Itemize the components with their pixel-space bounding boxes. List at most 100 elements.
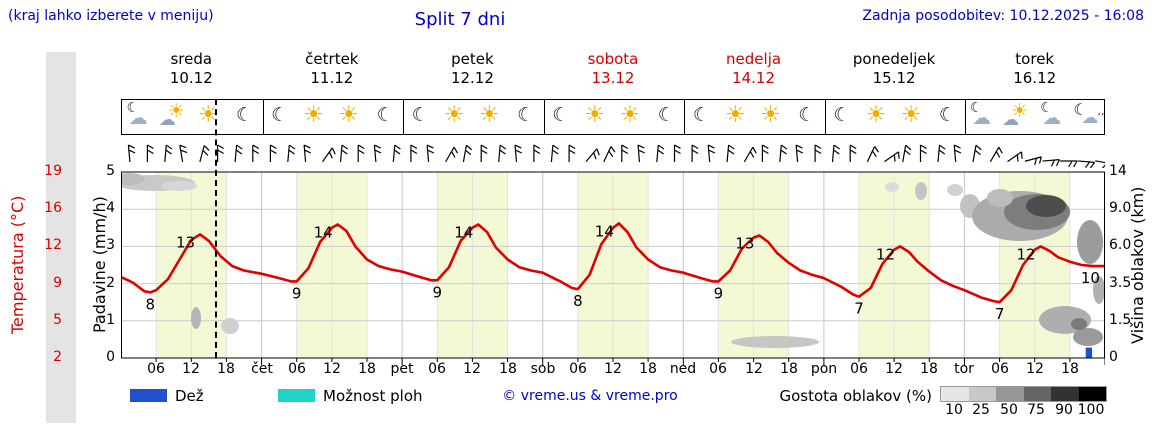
- wind-barb: [127, 144, 136, 163]
- wind-barb: [795, 144, 804, 163]
- sun-icon: ☀: [725, 102, 746, 128]
- wind-barb: [849, 144, 857, 162]
- precip-tick-label: 1: [106, 311, 115, 328]
- wind-barb: [1077, 160, 1096, 168]
- time-tick-label: 06: [147, 361, 165, 377]
- wind-barb: [585, 148, 600, 163]
- wind-barb: [373, 144, 382, 163]
- day-divider: [543, 100, 545, 134]
- wind-barb: [568, 144, 576, 162]
- sun-icon: ☀: [479, 102, 500, 128]
- wind-barb: [814, 144, 822, 162]
- day-date: 10.12: [169, 69, 213, 87]
- day-abbrev-label: pon: [810, 361, 838, 377]
- wind-barb: [656, 144, 665, 163]
- density-tick-label: 100: [1077, 402, 1105, 418]
- day-abbrev-label: tor: [954, 361, 974, 377]
- time-tick-label: 06: [569, 361, 587, 377]
- suncloud-icon: ☀ ☁: [1002, 100, 1029, 130]
- moon-icon: ☾: [552, 104, 570, 126]
- wind-barb: [1007, 151, 1023, 163]
- cloudmoon-icon: ☾ ☁: [1040, 100, 1062, 129]
- day-abbrev-label: sob: [530, 361, 556, 377]
- time-tick-label: 18: [358, 361, 376, 377]
- wind-barbs-row: [127, 144, 1105, 168]
- wind-barb: [339, 144, 349, 163]
- wind-barb: [392, 144, 401, 163]
- wind-barb: [533, 144, 541, 162]
- day-date: 13.12: [591, 69, 635, 87]
- wind-barb: [673, 144, 681, 162]
- sun-icon: ☀: [338, 102, 360, 128]
- day-date: 15.12: [872, 69, 916, 87]
- wind-barb: [146, 144, 154, 162]
- shower-legend-label: Možnost ploh: [323, 387, 423, 405]
- copyright-links[interactable]: © vreme.us & vreme.pro: [502, 388, 678, 404]
- moon-icon: ☾: [411, 104, 429, 126]
- time-tick-label: 12: [323, 361, 341, 377]
- moon-icon: ☾: [657, 104, 675, 126]
- time-tick-label: 06: [428, 361, 446, 377]
- day-name: petek: [451, 50, 494, 68]
- current-time-line: [215, 99, 217, 358]
- wind-barb: [779, 144, 788, 163]
- moon-icon: ☾: [517, 104, 535, 126]
- wind-barb: [550, 144, 559, 163]
- day-date: 16.12: [1013, 69, 1057, 87]
- wind-barb: [216, 144, 224, 162]
- wind-barb: [234, 144, 243, 163]
- cloud-blob: [885, 182, 899, 192]
- temp-value-label: 8: [573, 292, 583, 310]
- cloud-density-label: Gostota oblakov (%): [779, 387, 932, 405]
- cloud-blob: [731, 336, 819, 348]
- meteogram-plot: 8 13 9 14 9 14 8 14 9 13 7 12 7 12 10: [121, 171, 1105, 359]
- day-divider: [824, 100, 826, 134]
- time-tick-label: 18: [217, 361, 235, 377]
- precip-tick-label: 4: [106, 200, 115, 217]
- sun-icon: ☀: [303, 102, 324, 128]
- wind-barb: [637, 144, 645, 163]
- cloud-axis-title: Višina oblakov (km): [1128, 186, 1147, 344]
- moon-icon: ☾: [376, 104, 394, 126]
- density-step: [941, 387, 969, 401]
- time-tick-label: 12: [745, 361, 763, 377]
- wind-barb: [1024, 156, 1042, 166]
- temp-value-label: 8: [146, 295, 156, 313]
- temp-tick-label: 16: [44, 200, 62, 217]
- wind-barb: [462, 144, 473, 163]
- density-tick-label: 10: [945, 402, 963, 418]
- cloud-blob: [987, 189, 1013, 207]
- day-name: torek: [1015, 50, 1055, 68]
- page-title: Split 7 dni: [414, 9, 506, 30]
- sun-icon: ☀: [584, 102, 606, 128]
- temp-value-label: 9: [714, 284, 724, 302]
- density-step: [1051, 387, 1079, 401]
- time-tick-label: 12: [182, 361, 200, 377]
- wind-barb: [743, 146, 757, 163]
- time-tick-label: 18: [639, 361, 657, 377]
- time-axis-ticks: [155, 358, 1105, 365]
- day-abbrev-label: pet: [390, 361, 414, 377]
- cloud-height-tick-label: 3.5: [1109, 274, 1132, 291]
- temp-tick-label: 2: [53, 349, 62, 365]
- wind-barb: [972, 144, 982, 163]
- wind-barb: [303, 144, 312, 163]
- mooncloud-icon: ☾ ☁’’: [1073, 100, 1105, 128]
- precip-axis-title: Padavine (mm/h): [90, 196, 109, 334]
- wind-barb: [603, 146, 616, 163]
- wind-barb: [164, 144, 173, 163]
- time-tick-label: 12: [463, 361, 481, 377]
- cloud-blob: [1093, 276, 1105, 304]
- temp-value-label: 10: [1081, 269, 1100, 287]
- sun-icon: ☀: [865, 102, 887, 128]
- rain-bar: [1085, 347, 1093, 358]
- shower-legend-swatch: [278, 389, 315, 402]
- temp-value-label: 14: [314, 224, 333, 242]
- sun-icon: ☀: [760, 102, 781, 128]
- wind-barb: [252, 144, 260, 162]
- wind-barb: [426, 144, 435, 163]
- temp-value-label: 9: [292, 284, 302, 302]
- cloud-blob: [121, 173, 145, 185]
- wind-barb: [322, 147, 336, 163]
- time-tick-label: 18: [920, 361, 938, 377]
